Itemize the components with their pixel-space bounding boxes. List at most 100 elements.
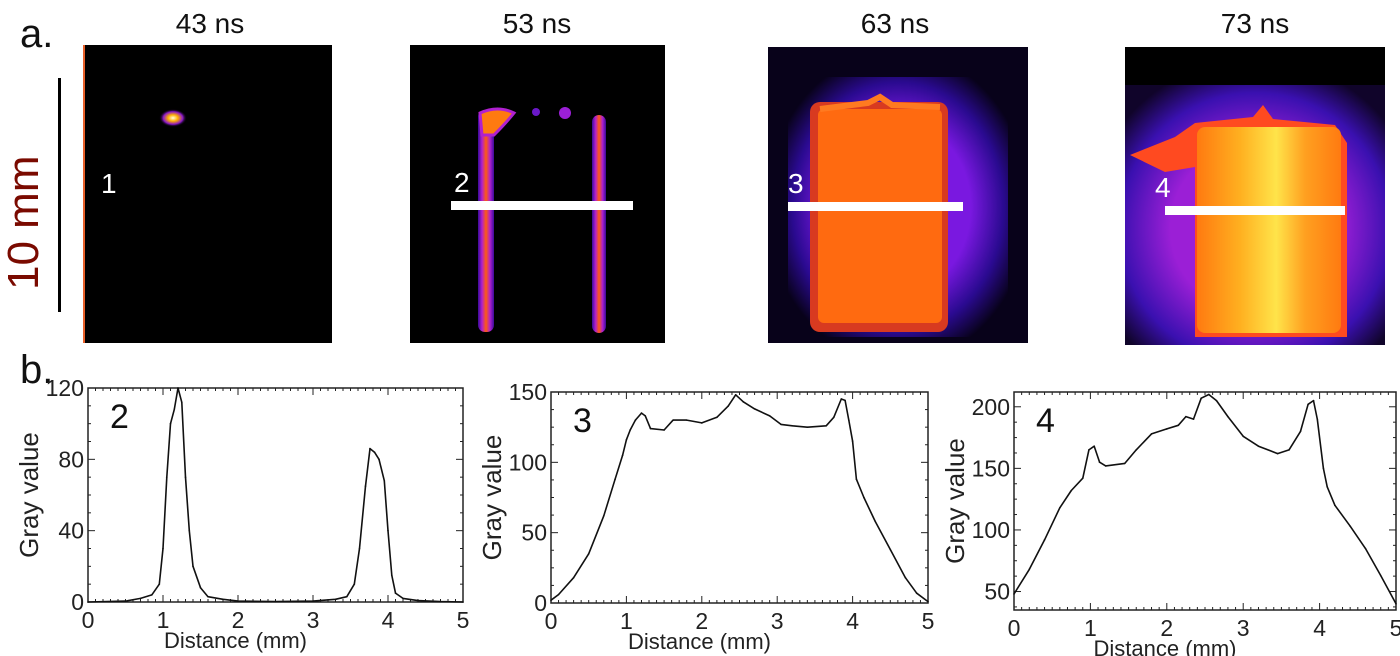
y-tick-label: 80 (58, 446, 84, 472)
data-point (1316, 418, 1319, 420)
data-point (402, 597, 404, 600)
data-point (874, 520, 877, 523)
data-point (806, 426, 809, 428)
data-point (1326, 486, 1329, 488)
x-tick-label: 2 (232, 607, 245, 633)
data-point (358, 547, 361, 550)
data-point (701, 422, 703, 424)
data-point (184, 476, 187, 478)
thermal-image-3: 3 (768, 47, 1028, 343)
data-point (753, 408, 756, 410)
data-point (904, 576, 907, 579)
plasma-glow (788, 77, 1008, 337)
data-point (387, 529, 389, 532)
data-point (1070, 489, 1073, 492)
data-point (207, 595, 209, 598)
image-number-3: 3 (788, 168, 804, 199)
data-point (1288, 449, 1290, 451)
data-point (1307, 403, 1309, 406)
data-point (625, 439, 628, 441)
gray-value-profile-line (87, 387, 464, 603)
data-point (1379, 574, 1382, 577)
x-tick-label: 0 (1008, 615, 1021, 641)
data-point (614, 478, 616, 481)
data-point (621, 454, 624, 457)
data-point (848, 419, 850, 421)
y-tick-label: 40 (58, 518, 84, 544)
thermal-image-1: 1 (83, 45, 332, 343)
x-tick-label: 1 (157, 607, 170, 633)
data-point (768, 415, 771, 417)
data-point (1364, 547, 1367, 550)
data-point (1349, 525, 1351, 528)
data-point (587, 552, 590, 555)
data-point (150, 594, 153, 596)
data-point (462, 601, 464, 603)
data-point (734, 394, 737, 396)
x-tick-label: 5 (922, 608, 935, 634)
gray-value-profile-line (1013, 393, 1397, 605)
y-tick-label: 0 (71, 589, 84, 615)
data-point (1098, 461, 1101, 464)
data-point (192, 565, 194, 568)
x-tick-label: 1 (1084, 615, 1097, 641)
data-point (1104, 465, 1107, 467)
profile-chart-2: 0 1 2 3 4 5 0 40 80 120 Distance (mm) Gray value 2 (14, 375, 469, 653)
data-point (139, 597, 142, 600)
data-point (1312, 399, 1315, 402)
data-point (188, 529, 191, 532)
data-point (1215, 399, 1218, 402)
data-point (927, 600, 929, 603)
time-label-3: 63 ns (860, 8, 930, 39)
data-point (1093, 445, 1096, 447)
data-point (832, 416, 835, 419)
data-point (369, 447, 371, 450)
plot-frame (1013, 391, 1397, 611)
x-tick-label: 3 (307, 607, 320, 633)
data-point (334, 598, 337, 601)
time-label-1: 43 ns (175, 8, 245, 39)
x-tick-label: 2 (1160, 615, 1173, 641)
data-point (649, 427, 652, 430)
y-tick-label: 50 (984, 579, 1010, 605)
data-point (1059, 506, 1061, 509)
data-point (158, 583, 161, 585)
data-point (1088, 449, 1090, 451)
data-point (602, 514, 605, 517)
data-point (1043, 538, 1046, 541)
x-tick-label: 4 (846, 608, 859, 634)
data-point (557, 593, 560, 596)
data-point (1028, 568, 1031, 571)
thermal-image-4: 4 (1125, 47, 1385, 345)
data-point (1257, 445, 1260, 447)
data-point (274, 600, 277, 603)
data-point (851, 440, 854, 443)
y-tick-label: 200 (972, 394, 1010, 420)
x-tick-label: 4 (382, 607, 395, 633)
data-point (222, 598, 224, 601)
plot-frame (87, 387, 464, 603)
x-tick-label: 5 (1390, 615, 1400, 641)
hot-spot (159, 109, 187, 127)
y-tick-label: 100 (972, 517, 1010, 543)
data-point (727, 405, 729, 407)
data-point (124, 600, 127, 602)
data-point (169, 422, 172, 425)
data-point (373, 451, 376, 453)
panel-b-label: b. (20, 348, 54, 392)
data-point (378, 458, 380, 461)
data-point (199, 586, 202, 589)
data-point (1395, 603, 1397, 605)
data-point (1185, 415, 1187, 418)
data-point (1013, 593, 1015, 595)
data-point (173, 408, 176, 411)
image-number-2: 2 (454, 167, 470, 198)
panel-a-label: a. (20, 12, 54, 56)
data-point (572, 576, 575, 579)
data-point (312, 600, 314, 602)
data-point (716, 416, 718, 419)
x-axis-label: Distance (mm) (1093, 636, 1236, 656)
data-point (791, 424, 794, 427)
data-point (383, 479, 386, 482)
data-point (1150, 433, 1153, 435)
